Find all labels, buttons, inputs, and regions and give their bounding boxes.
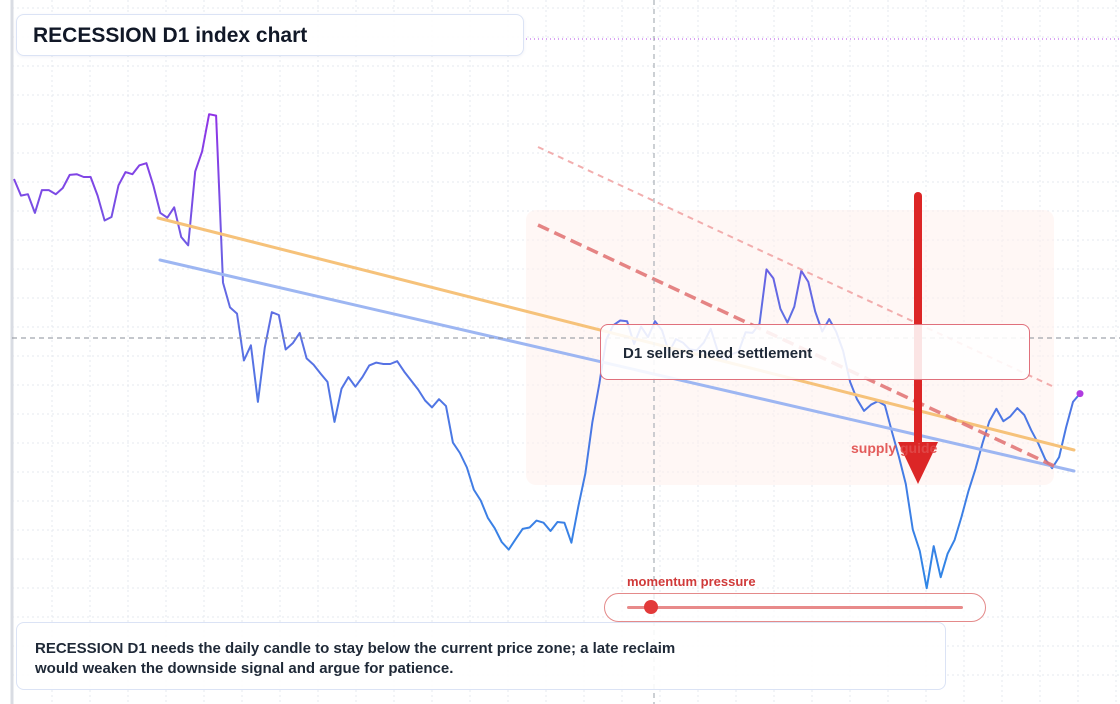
series-group [13,113,1081,590]
momentum-gauge [604,593,986,622]
analysis-note-line-1: RECESSION D1 needs the daily candle to s… [35,640,676,657]
signal-label: D1 sellers need settlement [623,345,813,362]
last-price-marker [1076,390,1084,398]
price-line [13,113,1081,590]
chart-title-card: RECESSION D1 index chart [16,14,524,56]
supply-guide-label: supply guide [851,440,938,456]
signal-label-card: D1 sellers need settlement [600,324,1030,380]
channel-dashed-lower [537,223,1055,468]
analysis-note-line-2: would weaken the downside signal and arg… [35,660,454,677]
bearish-arrow-head [898,442,938,484]
momentum-gauge-track [627,606,963,609]
chart-title: RECESSION D1 index chart [33,24,308,47]
momentum-label: momentum pressure [627,574,756,589]
analysis-note-card: RECESSION D1 needs the daily candle to s… [16,622,946,690]
momentum-gauge-knob [643,600,658,614]
